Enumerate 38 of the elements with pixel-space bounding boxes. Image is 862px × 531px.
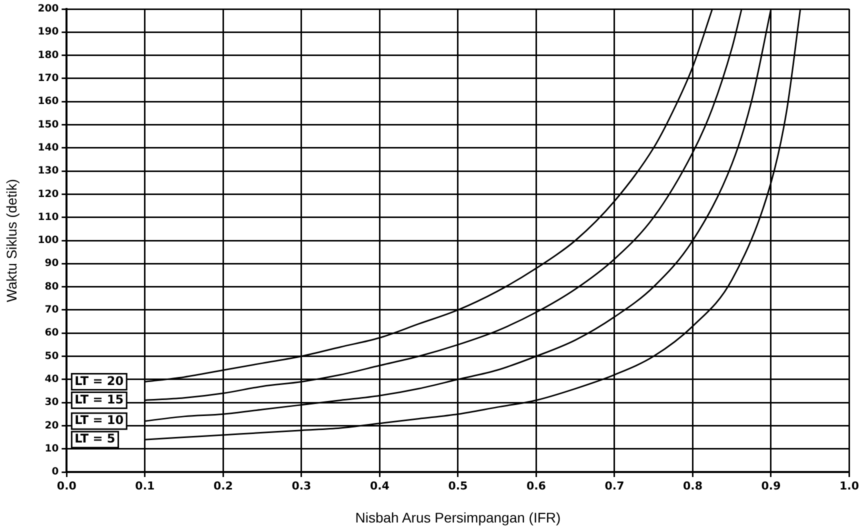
x-tick-label: 0.0 [56,479,77,492]
y-tick-label: 200 [38,4,59,15]
y-tick-label: 130 [38,166,59,177]
legend-label: LT = 10 [74,413,124,428]
y-tick-label: 60 [44,328,59,339]
x-tick-label: 0.9 [761,479,781,492]
y-tick-label: 110 [38,212,59,223]
x-tick-label: 0.6 [526,479,546,492]
y-tick-label: 0 [52,466,59,478]
y-tick-label: 100 [38,235,59,246]
y-tick-label: 180 [38,50,59,61]
y-axis-title: Waktu Siklus (detik) [3,178,20,302]
y-tick-label: 70 [44,304,59,316]
y-tick-label: 80 [44,281,59,292]
y-tick-label: 40 [44,374,59,385]
y-tick-label: 30 [44,397,59,408]
x-tick-label: 0.3 [292,479,312,492]
series-label: LT = 20 [74,374,124,388]
x-tick-label: 1.0 [840,479,860,492]
y-tick-label: 120 [38,188,59,200]
x-tick-label: 0.7 [604,479,624,492]
x-tick-label: 0.2 [213,479,233,492]
legend-label: LT = 15 [74,392,124,406]
y-tick-label: 150 [38,119,59,130]
x-tick-label: 0.5 [448,479,468,492]
x-tick-label: 0.4 [370,479,390,492]
x-tick-label: 0.8 [682,479,702,492]
x-axis-title: Nisbah Arus Persimpangan (IFR) [355,509,561,526]
y-tick-label: 140 [38,142,59,154]
x-tick-label: 0.1 [135,479,155,492]
y-tick-label: 10 [44,443,59,454]
y-tick-label: 50 [44,350,59,362]
y-tick-label: 90 [44,258,59,270]
y-tick-label: 170 [38,73,59,84]
y-tick-label: 20 [44,420,59,432]
legend-label: LT = 5 [74,432,116,446]
y-tick-label: 160 [38,96,59,108]
y-tick-label: 190 [38,26,59,38]
